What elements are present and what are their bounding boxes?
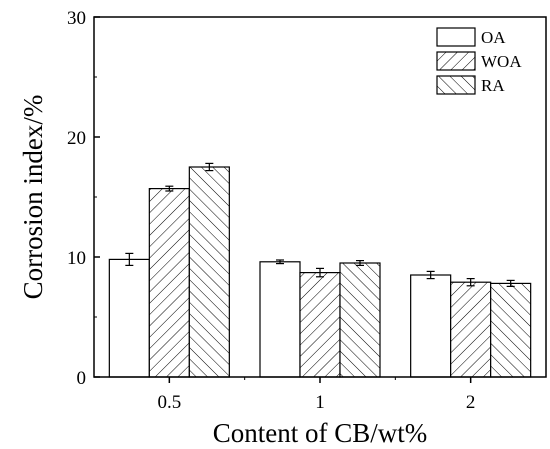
bar-ra (339, 262, 381, 378)
y-tick-label: 30 (67, 8, 86, 29)
y-axis: 0 10 20 30 (67, 8, 100, 389)
y-axis-title: Corrosion index/% (18, 95, 48, 300)
legend: OA WOA RA (436, 27, 522, 95)
bar-ra (490, 282, 532, 378)
legend-swatch-woa (436, 51, 476, 71)
legend-swatch-oa (436, 27, 476, 47)
bar-oa (410, 274, 452, 378)
x-tick-label: 0.5 (157, 392, 181, 413)
legend-label-ra: RA (481, 76, 505, 95)
x-axis: 0.5 1 2 (157, 377, 475, 413)
legend-label-woa: WOA (481, 52, 522, 71)
bar-oa (108, 258, 150, 378)
y-tick-label: 10 (67, 248, 86, 269)
x-tick-label: 2 (466, 392, 476, 413)
legend-swatch-ra (436, 75, 476, 95)
x-axis-title: Content of CB/wt% (213, 418, 428, 448)
legend-label-oa: OA (481, 28, 506, 47)
bar-woa (148, 188, 190, 378)
bar-oa (259, 261, 301, 378)
bar-ra (188, 166, 230, 378)
y-tick-label: 0 (77, 368, 87, 389)
x-tick-label: 1 (315, 392, 325, 413)
y-tick-label: 20 (67, 128, 86, 149)
bar-woa (450, 281, 492, 378)
bars-layer (108, 162, 532, 378)
bar-woa (299, 272, 341, 378)
